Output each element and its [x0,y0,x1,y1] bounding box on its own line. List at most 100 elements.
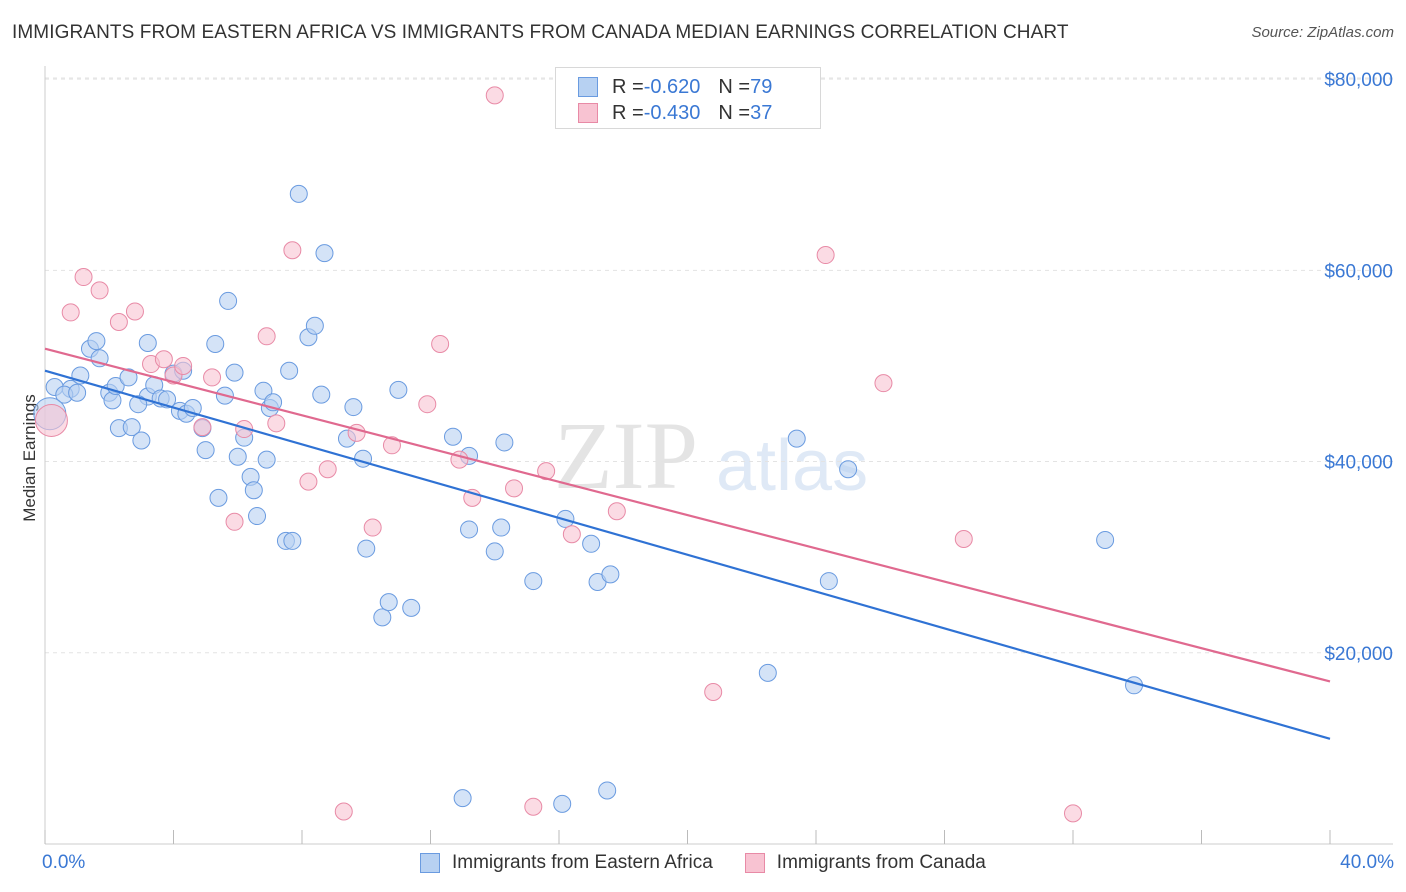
data-point [109,312,128,331]
data-point [206,334,225,353]
data-point [209,488,228,507]
data-point [344,398,363,417]
legend-swatch-pink [578,103,598,123]
data-point [598,781,617,800]
x-tick-label-min: 0.0% [42,852,86,873]
data-point [225,363,244,382]
data-point [283,531,302,550]
data-point [174,356,193,375]
data-point [431,334,450,353]
data-point [122,418,141,437]
data-point [553,794,572,813]
data-point [61,303,80,322]
data-point [119,368,138,387]
data-point [524,572,543,591]
data-point [87,332,106,351]
data-point [373,608,392,627]
data-point [357,539,376,558]
data-point [248,507,267,526]
data-point [787,429,806,448]
axes [44,66,1393,845]
data-point [601,565,620,584]
data-point [193,418,212,437]
data-point [68,383,87,402]
data-point [129,395,148,414]
data-point [90,281,109,300]
data-point [562,525,581,544]
y-tick-label: $80,000 [1324,70,1393,91]
data-point [225,512,244,531]
chart-source: Source: ZipAtlas.com [1251,24,1394,41]
data-point [196,441,215,460]
data-point [257,327,276,346]
data-point [758,663,777,682]
data-point [74,268,93,287]
data-point [495,433,514,452]
data-point [816,246,835,265]
chart-title: IMMIGRANTS FROM EASTERN AFRICA VS IMMIGR… [12,22,1069,43]
y-tick-label: $60,000 [1324,261,1393,282]
data-point [154,350,173,369]
data-point [874,374,893,393]
data-point [382,436,401,455]
legend-swatch-blue [420,853,440,873]
data-point [299,472,318,491]
series-legend: Immigrants from Eastern Africa Immigrant… [420,852,1018,874]
trend-line-eastern-africa [44,369,1331,740]
series-canada [34,86,1082,823]
data-point [203,368,222,387]
data-point [235,420,254,439]
trend-lines [44,347,1331,740]
data-point [315,244,334,263]
data-point [839,460,858,479]
y-tick-labels: $20,000 $40,000 $60,000 $80,000 [1324,70,1393,665]
data-point [524,797,543,816]
data-point [819,572,838,591]
watermark-zip: ZIP [554,402,698,509]
data-point [443,427,462,446]
data-point [1096,530,1115,549]
data-point [460,520,479,539]
data-point [132,431,151,450]
y-tick-label: $20,000 [1324,644,1393,665]
legend-swatch-pink [744,853,765,873]
data-point [363,518,382,537]
legend-item-eastern-africa[interactable]: Immigrants from Eastern Africa [420,852,713,874]
data-point [418,395,437,414]
correlation-legend: R = -0.620 N = 79 R = -0.430 N = 37 [555,67,821,129]
data-point [312,385,331,404]
data-point [228,447,247,466]
legend-swatch-blue [578,77,598,97]
data-point [453,789,472,808]
data-point [505,479,524,498]
data-point [289,184,308,203]
data-point [704,682,723,701]
data-point [607,502,626,521]
trend-line-canada [44,347,1331,683]
legend-item-canada[interactable]: Immigrants from Canada [744,852,986,874]
legend-n-value: 79 [750,75,773,98]
data-point [257,450,276,469]
data-point [485,542,504,561]
legend-r-value: -0.620 [643,75,701,98]
data-point [582,534,601,553]
legend-label: Immigrants from Canada [776,852,986,873]
legend-n-value: 37 [750,101,773,124]
legend-n-label: N = [718,75,751,98]
data-point [334,802,353,821]
legend-r-value: -0.430 [643,101,701,124]
legend-r-label: R = [612,75,644,98]
data-point [485,86,504,105]
data-point [219,291,238,310]
legend-n-label: N = [718,101,751,124]
data-point [254,381,273,400]
data-point [305,316,324,335]
data-point [34,403,68,437]
legend-row-eastern-africa: R = -0.620 N = 79 [578,75,772,99]
data-point [138,334,157,353]
legend-label: Immigrants from Eastern Africa [452,852,713,873]
legend-r-label: R = [612,101,644,124]
data-point [244,481,263,500]
